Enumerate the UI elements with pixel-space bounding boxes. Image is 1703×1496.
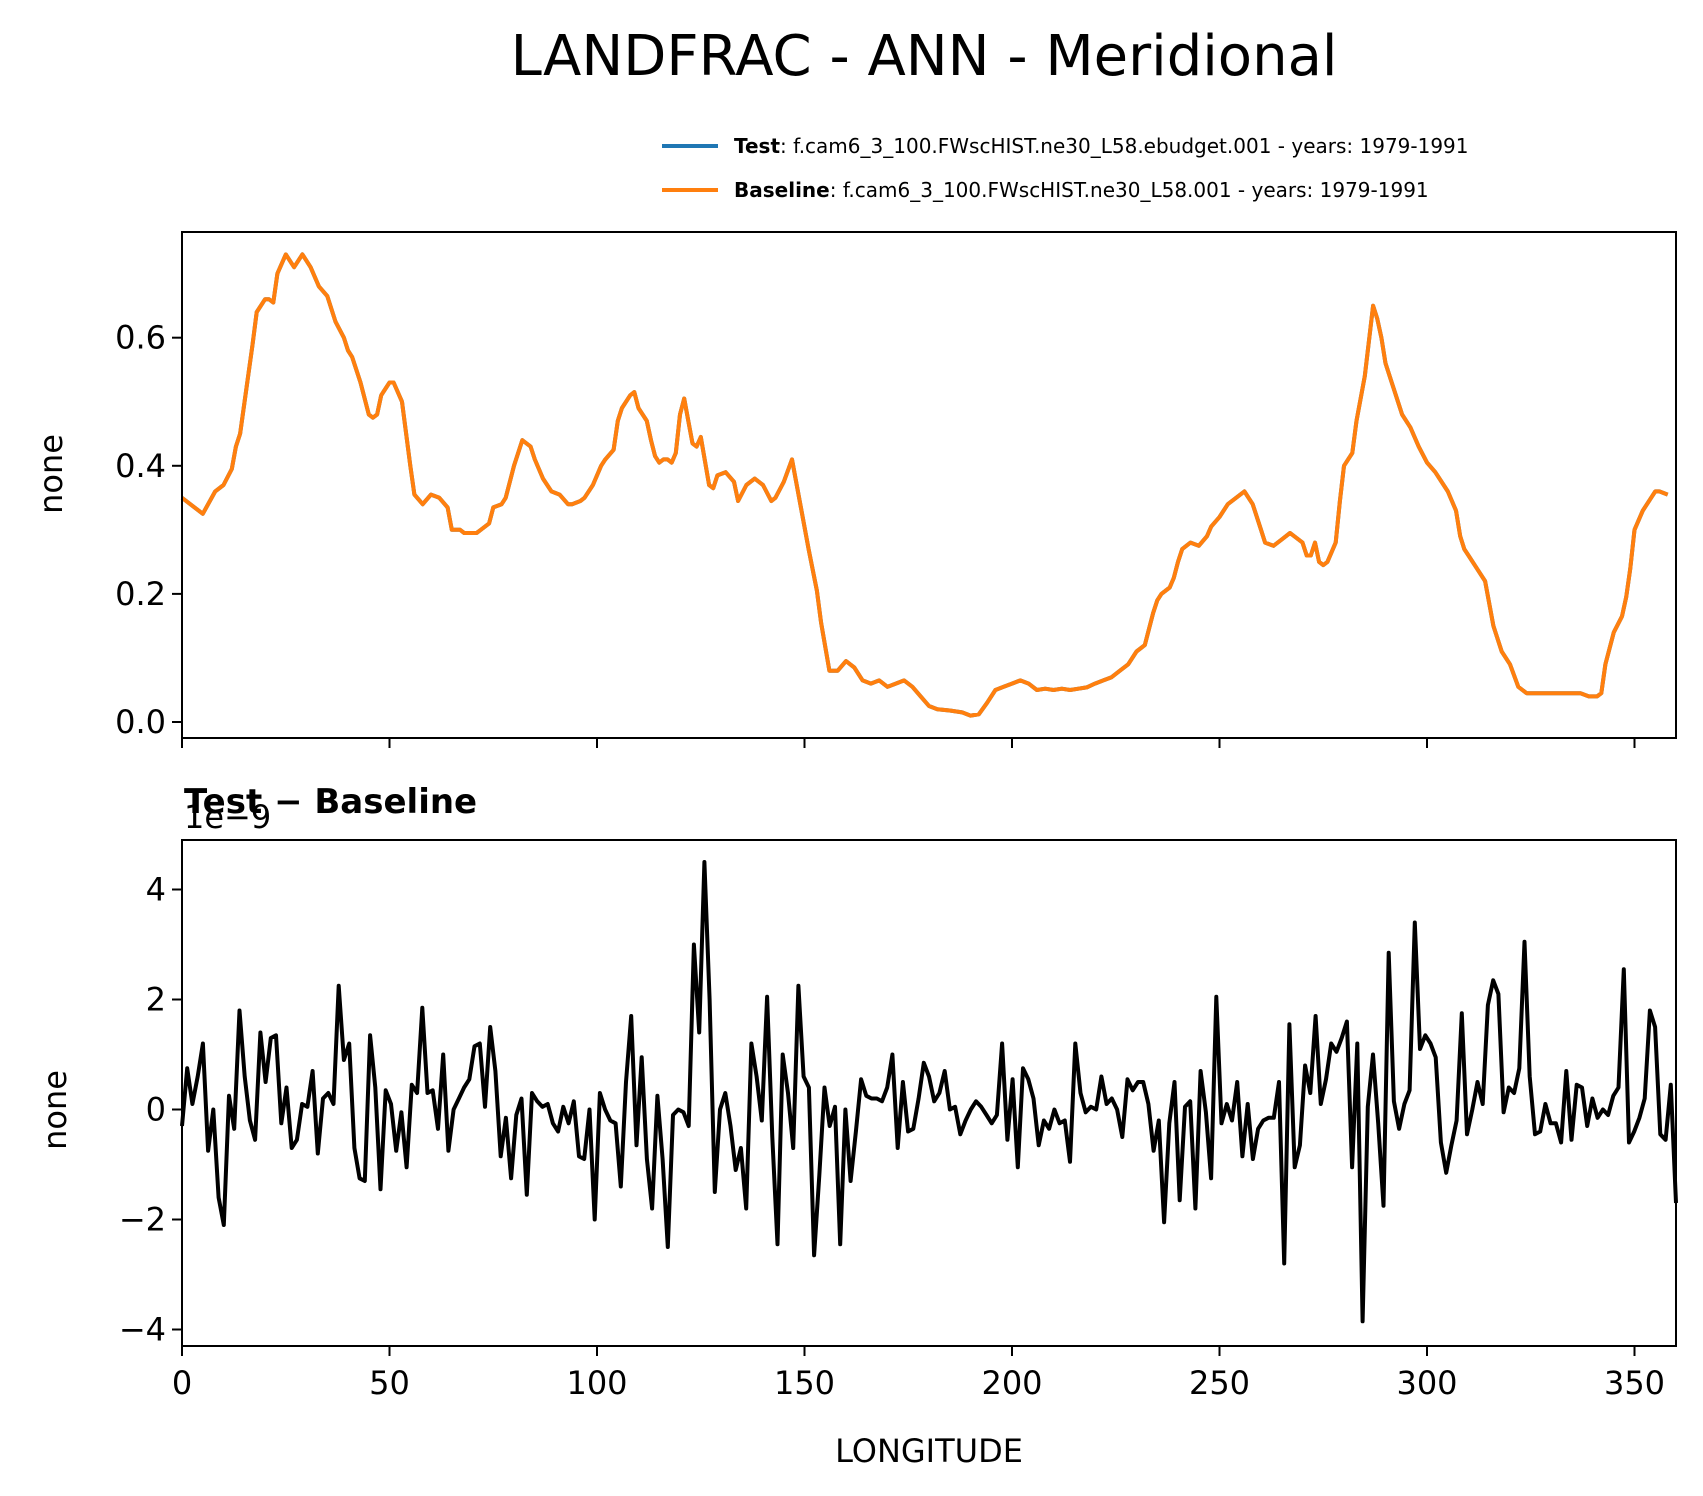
series-line-baseline [180,252,1669,718]
p1-ytick-label: 0 [146,1091,166,1129]
legend-baseline-name: Baseline [734,178,830,202]
legend-test-text: : f.cam6_3_100.FWscHIST.ne30_L58.ebudget… [780,134,1469,158]
legend-entry-test: Test: f.cam6_3_100.FWscHIST.ne30_L58.ebu… [734,134,1469,158]
p1-ytick-label: −2 [119,1201,166,1239]
bottom-plot-frame [181,839,1677,1347]
p1-xtick-label: 150 [774,1364,835,1402]
series-line-test-baseline [180,860,1678,1324]
p1-xtick-label: 200 [981,1364,1042,1402]
p0-ytick-label: 0.6 [115,319,166,357]
p1-xtick-label: 0 [172,1364,192,1402]
p0-ytick-label: 0.2 [115,575,166,613]
p1-xtick-label: 50 [369,1364,410,1402]
legend: Test: f.cam6_3_100.FWscHIST.ne30_L58.ebu… [662,134,1469,202]
bottom-offset-text: 1e−9 [184,798,271,836]
legend-test-name: Test [734,134,780,158]
bottom-ylabel: none [36,1070,74,1150]
top-panel: none 0.0 0.2 0.4 0.6 [32,231,1677,748]
p1-ytick-label: 4 [146,871,166,909]
top-ylabel: none [32,434,70,514]
legend-baseline-text: : f.cam6_3_100.FWscHIST.ne30_L58.001 - y… [830,178,1429,202]
bottom-xlabel: LONGITUDE [835,1432,1023,1470]
bottom-panel: 1e−9 Test − Baseline none LONGITUDE −4 −2… [36,782,1678,1470]
chart-title: LANDFRAC - ANN - Meridional [511,24,1338,89]
legend-entry-baseline: Baseline: f.cam6_3_100.FWscHIST.ne30_L58… [734,178,1429,202]
p1-ytick-label: −4 [119,1311,166,1349]
bottom-subtitle: Test − Baseline [184,782,477,822]
p1-xtick-label: 300 [1396,1364,1457,1402]
p1-xtick-label: 100 [566,1364,627,1402]
p1-xtick-label: 350 [1604,1364,1665,1402]
p0-ytick-label: 0.0 [115,703,166,741]
p0-ytick-label: 0.4 [115,447,166,485]
top-plot-frame [181,231,1677,739]
p1-xtick-label: 250 [1189,1364,1250,1402]
p1-ytick-label: 2 [146,981,166,1019]
